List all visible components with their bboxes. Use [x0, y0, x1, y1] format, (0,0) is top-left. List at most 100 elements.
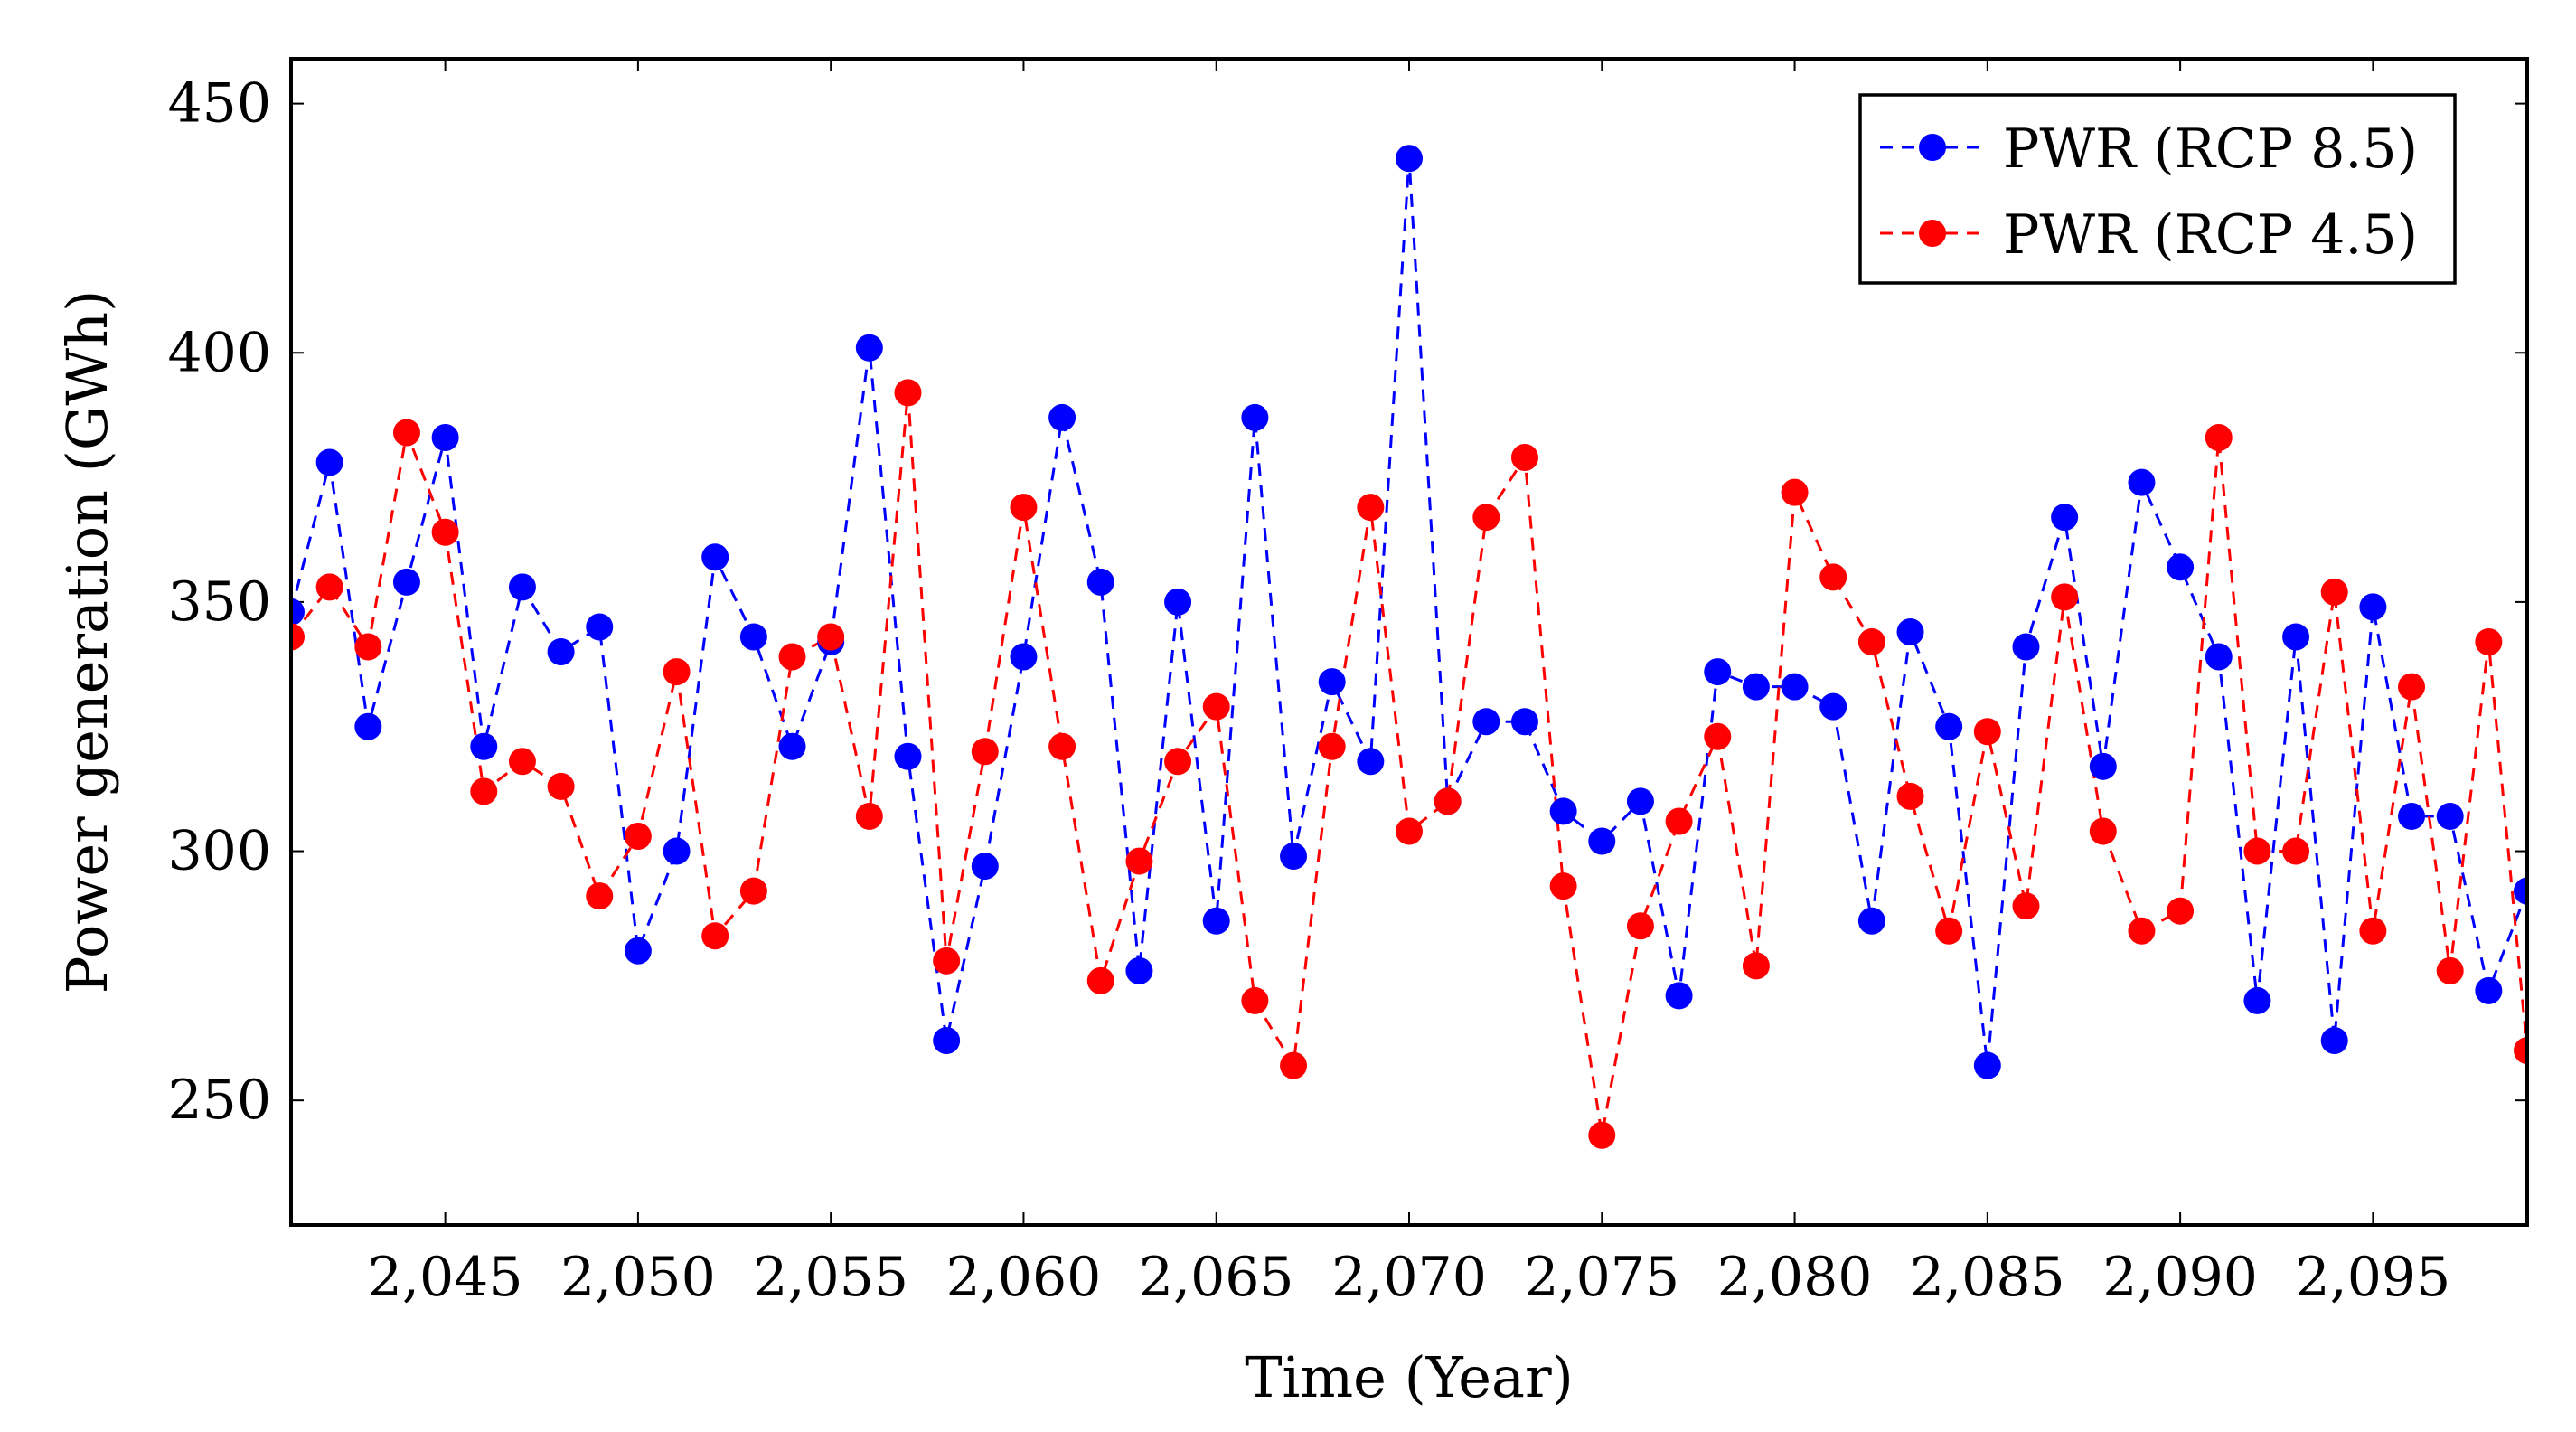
data-point — [855, 802, 883, 830]
data-point — [1510, 708, 1538, 736]
x-tick-label: 2,060 — [946, 1246, 1102, 1309]
data-point — [1048, 403, 1076, 431]
data-point — [1549, 797, 1577, 825]
data-point — [663, 837, 691, 865]
x-tick-label: 2,085 — [1910, 1246, 2065, 1309]
data-point — [2128, 468, 2156, 496]
data-point — [1048, 732, 1076, 760]
data-point — [354, 633, 382, 661]
data-point — [663, 658, 691, 686]
data-point — [470, 732, 498, 760]
data-point — [1857, 907, 1885, 935]
data-point — [291, 598, 305, 626]
x-axis-title: Time (Year) — [1245, 1344, 1574, 1410]
data-point — [1704, 722, 1732, 750]
data-point — [2012, 633, 2040, 661]
data-point — [1665, 807, 1693, 835]
data-point — [817, 623, 845, 651]
data-point — [1318, 668, 1346, 696]
legend-marker — [1919, 134, 1946, 161]
data-point — [701, 543, 729, 571]
data-point — [2243, 986, 2271, 1014]
x-tick-label: 2,055 — [753, 1246, 908, 1309]
data-point — [2514, 877, 2527, 905]
legend-label: PWR (RCP 8.5) — [2003, 118, 2418, 181]
data-point — [1241, 986, 1269, 1014]
data-point — [1086, 568, 1114, 596]
data-point — [2359, 917, 2387, 945]
data-point — [1588, 827, 1616, 855]
data-point — [547, 772, 575, 800]
data-point — [1357, 494, 1385, 522]
series-line — [291, 158, 2527, 1066]
legend: PWR (RCP 8.5) PWR (RCP 4.5) — [1858, 93, 2457, 285]
data-point — [1202, 692, 1230, 721]
data-point — [2167, 553, 2195, 581]
data-point — [1434, 787, 1462, 815]
legend-box — [1858, 93, 2457, 285]
data-point — [1896, 782, 1924, 810]
x-tick-label: 2,075 — [1524, 1246, 1679, 1309]
data-point — [1857, 628, 1885, 655]
axis-ticks — [291, 59, 2527, 1225]
data-point — [2436, 802, 2464, 830]
data-point — [778, 732, 806, 760]
data-point — [1125, 956, 1153, 984]
data-point — [2167, 897, 2195, 925]
data-point — [739, 623, 767, 651]
data-point — [1819, 563, 1847, 591]
data-point — [392, 419, 420, 447]
legend-marker — [1919, 220, 1946, 247]
data-point — [508, 573, 536, 601]
data-point — [894, 379, 922, 407]
y-axis-tick-labels: 250 300 350 400 450 — [167, 72, 271, 1133]
y-tick-label: 450 — [167, 72, 271, 136]
legend-label: PWR (RCP 4.5) — [2003, 203, 2418, 267]
data-point — [2282, 623, 2310, 651]
data-point — [2514, 1037, 2527, 1065]
data-point — [971, 853, 999, 881]
data-point — [1357, 748, 1385, 776]
data-point — [1626, 787, 1654, 815]
data-point — [547, 638, 575, 666]
data-point — [1549, 872, 1577, 900]
data-point — [315, 573, 343, 601]
x-tick-label: 2,080 — [1717, 1246, 1873, 1309]
data-point — [2398, 802, 2426, 830]
data-point — [315, 448, 343, 476]
x-tick-label: 2,095 — [2295, 1246, 2450, 1309]
data-point — [1935, 917, 1963, 945]
legend-entry: PWR (RCP 8.5) — [1880, 118, 2418, 181]
data-point — [2282, 837, 2310, 865]
data-point — [1318, 732, 1346, 760]
data-point — [855, 334, 883, 362]
data-point — [2398, 673, 2426, 701]
data-point — [354, 712, 382, 740]
data-point — [1704, 658, 1732, 686]
data-point — [1472, 504, 1500, 532]
data-point — [1781, 478, 1809, 506]
data-point — [2475, 976, 2503, 1004]
data-point — [431, 423, 459, 451]
data-point — [624, 823, 652, 850]
data-point — [1086, 966, 1114, 994]
x-tick-label: 2,065 — [1139, 1246, 1294, 1309]
data-point — [1781, 673, 1809, 701]
data-point — [1010, 643, 1038, 671]
data-point — [778, 643, 806, 671]
legend-entry: PWR (RCP 4.5) — [1880, 203, 2418, 267]
data-point — [1280, 843, 1308, 871]
data-point — [291, 623, 305, 651]
data-point — [2320, 578, 2348, 606]
y-tick-label: 350 — [167, 570, 271, 634]
data-point — [971, 738, 999, 766]
x-tick-label: 2,070 — [1331, 1246, 1487, 1309]
data-point — [1935, 712, 1963, 740]
data-point — [2243, 837, 2271, 865]
data-point — [1396, 145, 1423, 173]
data-point — [1164, 748, 1192, 776]
data-point — [701, 922, 729, 950]
data-point — [431, 518, 459, 546]
data-point — [1125, 847, 1153, 875]
